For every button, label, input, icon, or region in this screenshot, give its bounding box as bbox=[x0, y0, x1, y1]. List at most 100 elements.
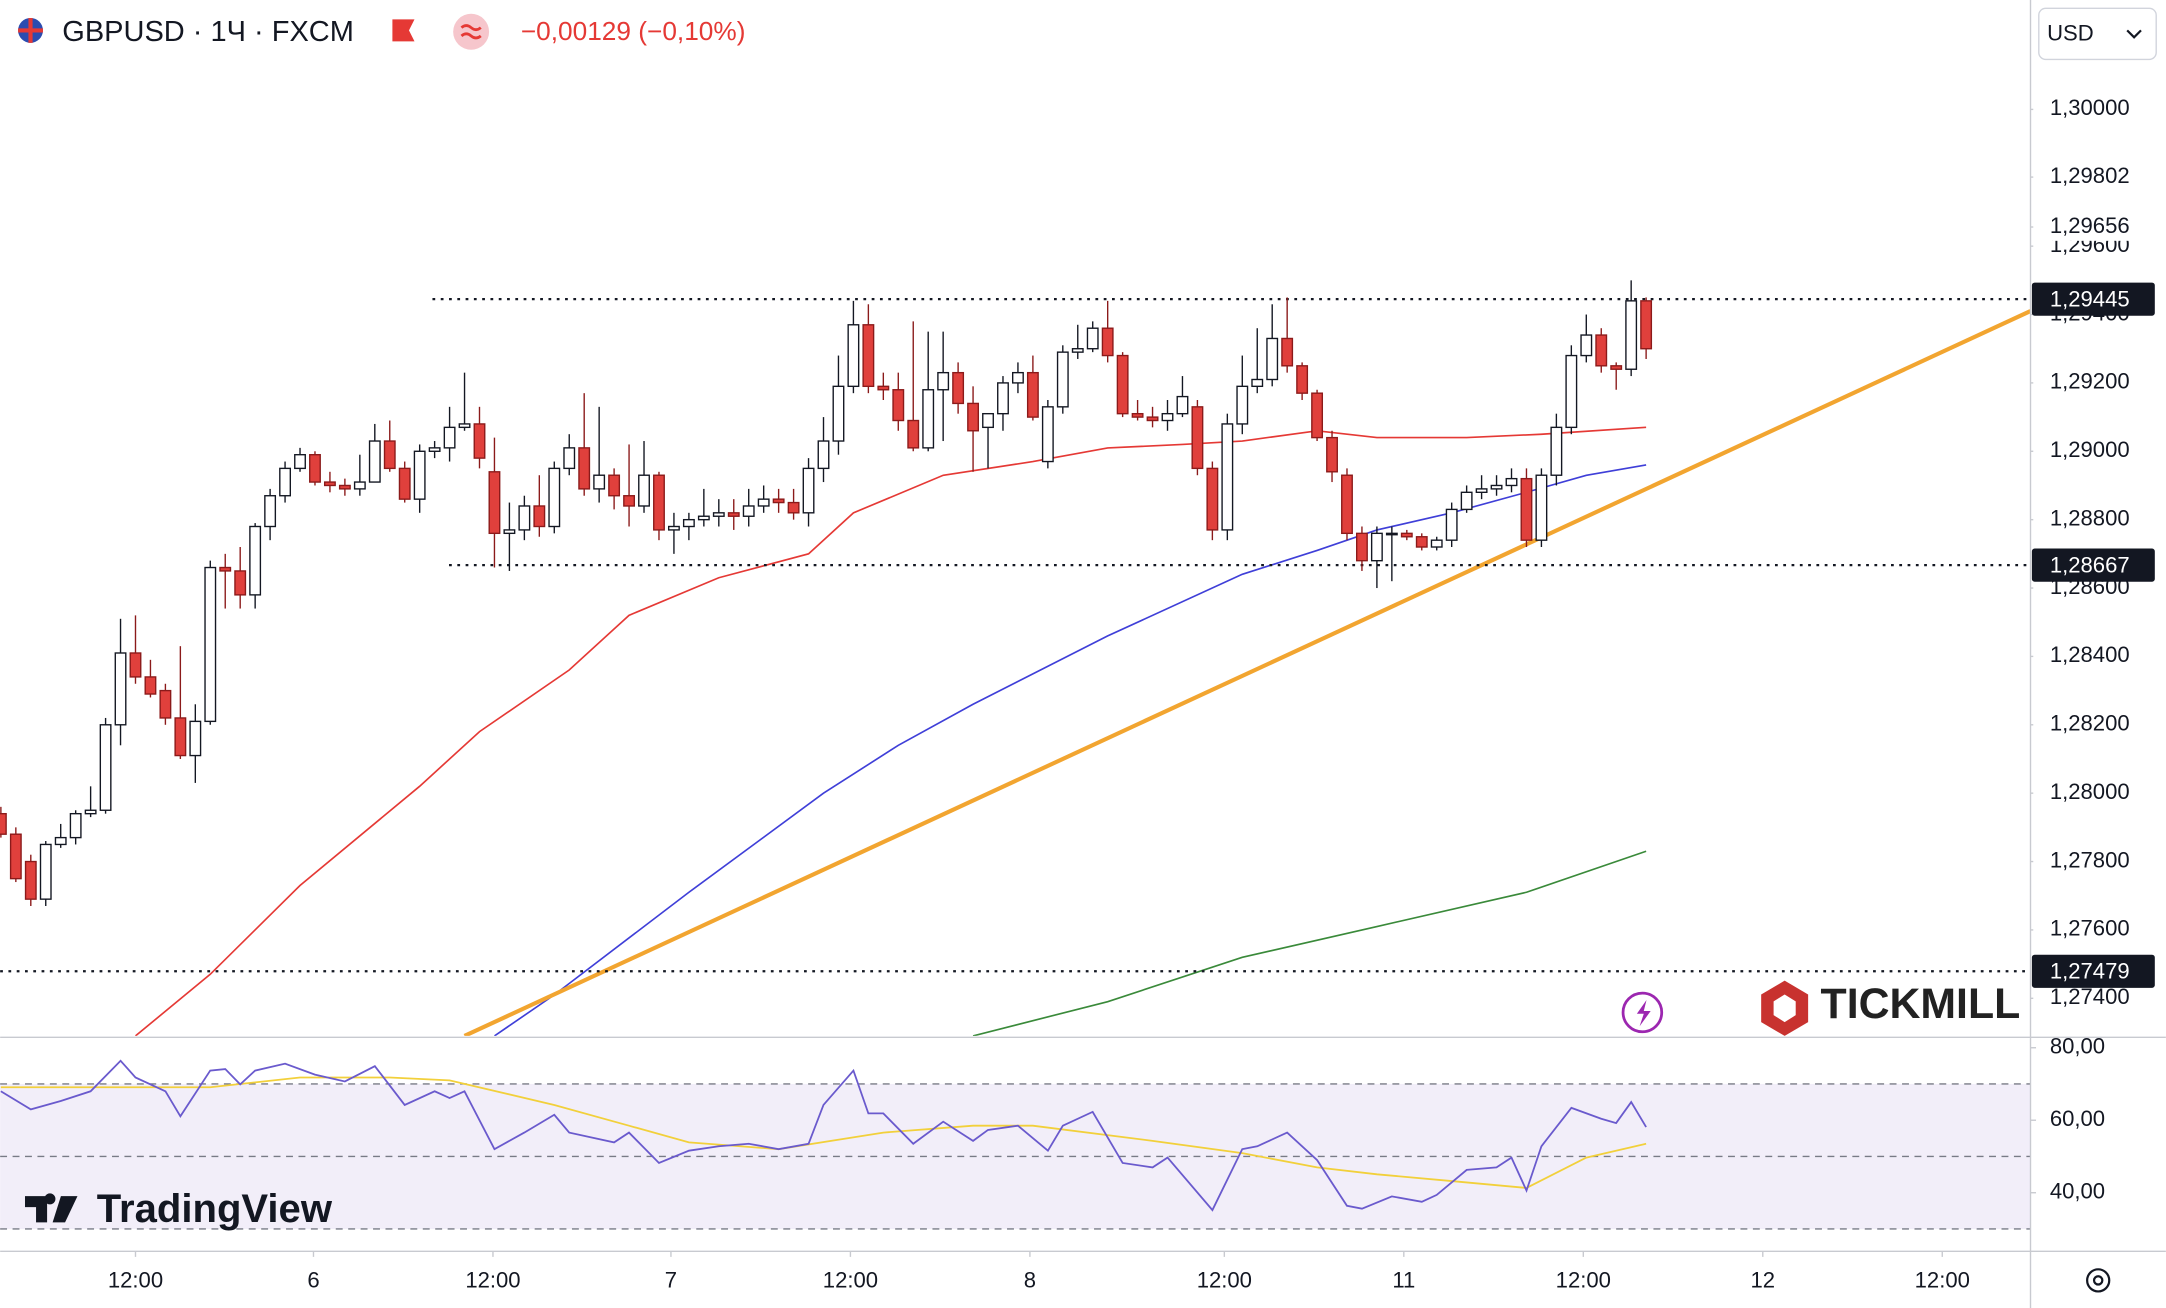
candle-body bbox=[1535, 474, 1548, 541]
candle-body bbox=[1625, 300, 1638, 370]
candle-body bbox=[817, 440, 830, 470]
platform-icon bbox=[24, 1193, 78, 1223]
candle-body bbox=[383, 440, 396, 470]
candle-body bbox=[922, 389, 935, 449]
candle-body bbox=[129, 652, 142, 678]
candle-body bbox=[1131, 412, 1144, 418]
moving-average bbox=[134, 426, 1647, 1036]
candle-body bbox=[1415, 536, 1428, 548]
candle-body bbox=[1011, 371, 1024, 384]
moving-average bbox=[972, 850, 1647, 1036]
candle-body bbox=[1520, 477, 1533, 541]
trend-line bbox=[463, 309, 2031, 1036]
candle-body bbox=[1221, 423, 1234, 531]
y-tick-label: 1,29000 bbox=[2050, 437, 2130, 462]
candle-body bbox=[608, 474, 621, 497]
candle-body bbox=[1236, 385, 1249, 425]
currency-button[interactable] bbox=[2038, 7, 2157, 61]
price-pane bbox=[0, 280, 2031, 1036]
candle-body bbox=[1266, 337, 1279, 381]
candle-body bbox=[234, 570, 247, 596]
settings-icon[interactable] bbox=[2086, 1268, 2111, 1293]
moving-average bbox=[494, 464, 1647, 1036]
candle-body bbox=[757, 498, 770, 507]
level-price-box bbox=[2031, 282, 2155, 316]
y-tick-label: 1,27600 bbox=[2050, 916, 2130, 941]
candle-body bbox=[1176, 395, 1189, 415]
x-tick-label: 12:00 bbox=[1556, 1268, 1611, 1293]
candle-body bbox=[638, 474, 650, 507]
candle-body bbox=[1385, 532, 1398, 536]
candle-body bbox=[1146, 416, 1159, 422]
candle-body bbox=[1296, 365, 1309, 394]
candle-body bbox=[1326, 436, 1338, 473]
y-tick-label: 1,30000 bbox=[2050, 95, 2130, 120]
currency-label: USD bbox=[2047, 20, 2094, 45]
y-tick-label: 1,29656 bbox=[2050, 213, 2130, 238]
candle-body bbox=[1565, 354, 1578, 429]
candle-body bbox=[712, 512, 725, 517]
rsi-line bbox=[0, 1059, 1647, 1212]
candle-body bbox=[1206, 467, 1219, 531]
candle-body bbox=[9, 833, 22, 880]
candle-body bbox=[413, 450, 426, 500]
y-tick-label: 1,28800 bbox=[2050, 505, 2130, 530]
candle-body bbox=[518, 505, 531, 531]
platform-name: TradingView bbox=[97, 1187, 333, 1231]
candle-body bbox=[503, 529, 516, 535]
header: GBPUSD · 1Ч · FXCM −0,00129 (−0,10%) bbox=[18, 13, 745, 50]
candle-body bbox=[1161, 412, 1174, 422]
candle-body bbox=[443, 426, 456, 449]
candle-body bbox=[24, 860, 37, 900]
broker-logo: TICKMILL bbox=[1761, 980, 2020, 1036]
candle-body bbox=[159, 689, 172, 719]
candle-body bbox=[54, 836, 67, 846]
y-tick-background bbox=[2033, 779, 2161, 807]
y-tick-background bbox=[2033, 916, 2161, 944]
candle-body bbox=[458, 423, 471, 429]
candle-body bbox=[667, 525, 680, 531]
currency-select[interactable]: USD bbox=[2038, 7, 2157, 61]
y-tick-label: 1,27800 bbox=[2050, 847, 2130, 872]
candle-body bbox=[0, 812, 7, 835]
candle-body bbox=[1370, 532, 1383, 562]
candle-body bbox=[1116, 354, 1129, 415]
y-tick-background bbox=[2033, 437, 2161, 466]
candle-body bbox=[398, 467, 411, 500]
rsi-tick-label: 60,00 bbox=[2050, 1106, 2105, 1131]
candle-body bbox=[997, 382, 1009, 415]
market-closed-icon[interactable] bbox=[392, 19, 415, 42]
candle-body bbox=[1251, 378, 1264, 388]
candle-body bbox=[892, 389, 905, 422]
candle-body bbox=[204, 566, 217, 723]
candle-body bbox=[1311, 392, 1324, 439]
candle-body bbox=[99, 724, 112, 811]
candle-body bbox=[653, 474, 665, 531]
y-tick-background bbox=[2033, 847, 2161, 876]
y-tick-background bbox=[2033, 505, 2161, 534]
candle-body bbox=[309, 454, 321, 483]
symbol-title[interactable]: GBPUSD · 1Ч · FXCM bbox=[62, 16, 354, 48]
candle-body bbox=[772, 498, 785, 504]
candle-body bbox=[1475, 488, 1488, 494]
broker-name: TICKMILL bbox=[1821, 980, 2021, 1028]
candle-body bbox=[69, 812, 82, 839]
replay-icon bbox=[1636, 999, 1651, 1027]
data-icon[interactable] bbox=[453, 13, 490, 50]
y-tick-background bbox=[2033, 213, 2161, 241]
overlays bbox=[134, 309, 2031, 1036]
x-tick-label: 12:00 bbox=[1915, 1268, 1970, 1293]
axes: 1,300001,296001,294001,292001,290001,288… bbox=[108, 95, 2161, 1293]
candle-body bbox=[279, 467, 292, 497]
candle-body bbox=[189, 720, 202, 757]
candle-body bbox=[802, 467, 815, 514]
candle-body bbox=[114, 652, 127, 726]
candle-body bbox=[1430, 539, 1443, 548]
candle-body bbox=[548, 467, 561, 528]
rsi-pane bbox=[0, 1059, 2031, 1230]
x-tick-label: 7 bbox=[665, 1268, 677, 1293]
settings-icon bbox=[2092, 1275, 2104, 1286]
y-tick-label: 1,28400 bbox=[2050, 642, 2130, 667]
candle-body bbox=[578, 447, 591, 490]
